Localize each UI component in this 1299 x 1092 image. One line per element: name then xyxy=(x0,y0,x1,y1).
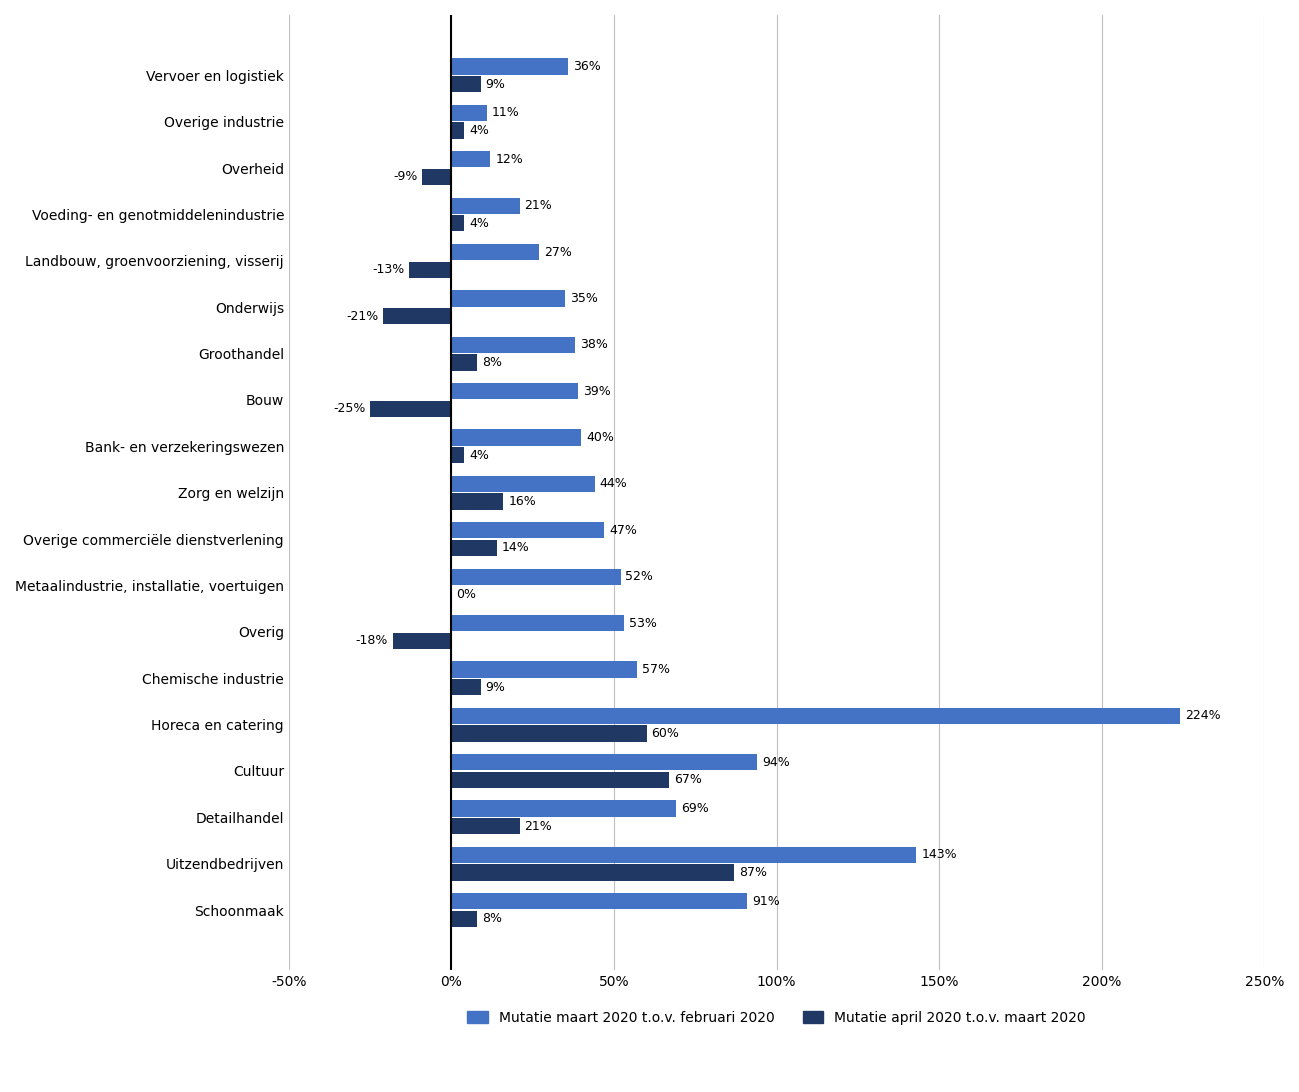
Bar xyxy=(452,911,478,927)
Text: 4%: 4% xyxy=(469,124,490,136)
Bar xyxy=(452,383,578,400)
Bar xyxy=(452,122,465,139)
Text: -9%: -9% xyxy=(392,170,417,183)
Bar xyxy=(452,569,621,585)
Bar xyxy=(452,662,637,677)
Bar xyxy=(452,818,520,834)
Bar xyxy=(452,800,675,817)
Bar xyxy=(370,401,452,417)
Text: 47%: 47% xyxy=(609,524,637,537)
Text: 14%: 14% xyxy=(501,542,530,555)
Text: 8%: 8% xyxy=(482,356,503,369)
Bar xyxy=(452,198,520,214)
Bar xyxy=(452,708,1179,724)
Bar xyxy=(409,262,452,277)
Bar xyxy=(452,336,575,353)
Bar xyxy=(452,476,595,492)
Text: 87%: 87% xyxy=(739,866,768,879)
Text: 16%: 16% xyxy=(508,495,536,508)
Bar xyxy=(452,151,491,167)
Text: 0%: 0% xyxy=(456,587,477,601)
Bar xyxy=(452,59,569,74)
Bar xyxy=(452,865,734,880)
Text: 21%: 21% xyxy=(525,820,552,833)
Bar xyxy=(452,772,669,788)
Text: 36%: 36% xyxy=(573,60,601,73)
Text: -13%: -13% xyxy=(372,263,404,276)
Bar xyxy=(383,308,452,324)
Text: -18%: -18% xyxy=(356,634,388,648)
Text: 60%: 60% xyxy=(651,727,679,740)
Text: 4%: 4% xyxy=(469,217,490,229)
Text: 57%: 57% xyxy=(642,663,670,676)
Text: 9%: 9% xyxy=(486,78,505,91)
Text: 224%: 224% xyxy=(1185,710,1220,722)
Text: 21%: 21% xyxy=(525,199,552,212)
Bar xyxy=(452,755,757,770)
Text: 11%: 11% xyxy=(492,106,520,119)
Text: 143%: 143% xyxy=(921,848,957,862)
Bar xyxy=(392,632,452,649)
Legend: Mutatie maart 2020 t.o.v. februari 2020, Mutatie april 2020 t.o.v. maart 2020: Mutatie maart 2020 t.o.v. februari 2020,… xyxy=(461,1006,1091,1031)
Bar xyxy=(452,447,465,463)
Text: -25%: -25% xyxy=(333,402,365,415)
Text: 53%: 53% xyxy=(629,617,656,630)
Text: 52%: 52% xyxy=(625,570,653,583)
Bar xyxy=(452,539,498,556)
Text: 40%: 40% xyxy=(586,431,614,444)
Text: 35%: 35% xyxy=(570,292,598,305)
Text: 38%: 38% xyxy=(579,339,608,352)
Text: 39%: 39% xyxy=(583,384,611,397)
Bar xyxy=(452,679,481,696)
Bar xyxy=(452,244,539,260)
Bar xyxy=(452,290,565,307)
Text: 94%: 94% xyxy=(763,756,790,769)
Text: 9%: 9% xyxy=(486,680,505,693)
Text: 67%: 67% xyxy=(674,773,701,786)
Bar xyxy=(452,846,916,863)
Text: 27%: 27% xyxy=(544,246,572,259)
Bar xyxy=(452,893,747,910)
Text: 44%: 44% xyxy=(599,477,627,490)
Bar xyxy=(452,354,478,370)
Bar xyxy=(452,494,504,510)
Bar xyxy=(452,215,465,232)
Bar xyxy=(452,76,481,93)
Bar xyxy=(452,105,487,121)
Bar xyxy=(452,725,647,741)
Bar xyxy=(422,169,452,185)
Text: 4%: 4% xyxy=(469,449,490,462)
Bar xyxy=(452,615,624,631)
Bar xyxy=(452,522,604,538)
Bar xyxy=(452,429,582,446)
Text: 12%: 12% xyxy=(495,153,523,166)
Text: 8%: 8% xyxy=(482,913,503,925)
Text: 91%: 91% xyxy=(752,894,779,907)
Text: -21%: -21% xyxy=(346,309,378,322)
Text: 69%: 69% xyxy=(681,802,708,815)
